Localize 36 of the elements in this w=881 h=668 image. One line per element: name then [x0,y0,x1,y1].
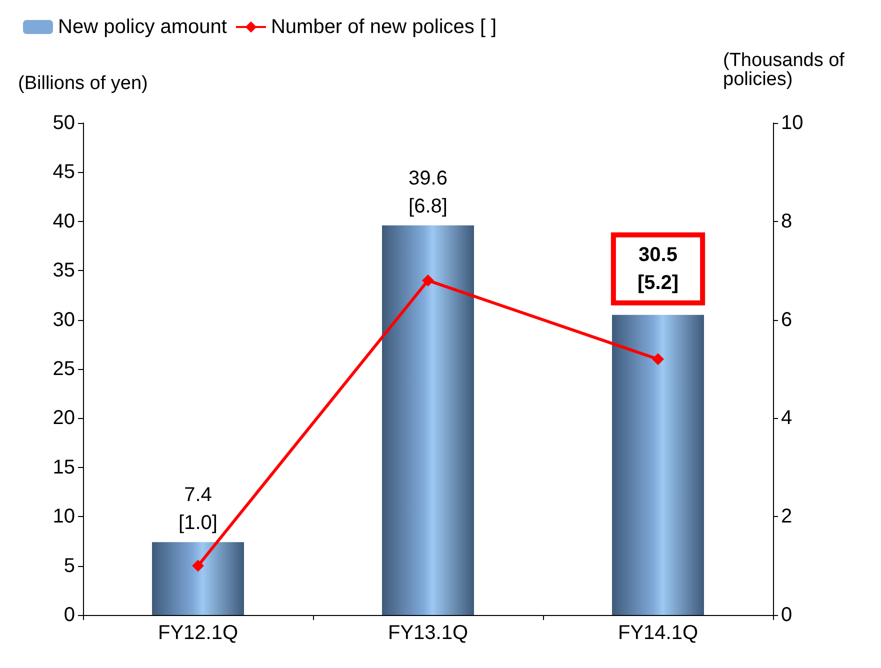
y2-tick-label: 8 [781,210,792,232]
x-tick-label: FY14.1Q [618,622,698,644]
data-label: [1.0] [178,512,218,534]
y-tick-label: 35 [52,260,75,282]
x-tick-label: FY13.1Q [388,622,468,644]
y-tick-label: 20 [52,407,75,430]
data-label: [5.2] [637,272,679,294]
y-tick-label: 50 [52,112,75,134]
bar [612,314,704,615]
y2-axis-title: (Thousands of policies) [723,50,846,90]
x-tick-label: FY12.1Q [158,622,238,644]
y2-tick-label: 2 [781,506,792,528]
y2-tick-label: 4 [781,407,792,430]
point [422,274,434,286]
y-tick-label: 0 [64,604,75,626]
y-axis-title: (Billions of yen) [18,73,148,94]
y-tick-label: 40 [52,210,75,232]
bar [152,542,244,615]
data-label: 7.4 [184,484,212,506]
y-tick-label: 25 [52,358,75,380]
y-tick-label: 5 [64,554,75,577]
legend-label: Number of new polices [ ] [270,16,497,38]
point [652,353,664,366]
y-tick-label: 10 [52,506,75,528]
y-tick-label: 30 [52,308,75,331]
data-label: 39.6 [408,167,448,190]
y2-tick-label: 0 [781,604,792,626]
y2-tick-label: 6 [781,308,792,331]
y-tick-label: 15 [52,456,75,478]
legend-label: New policy amount [58,16,228,38]
y-tick-label: 45 [52,161,75,184]
y2-tick-label: 10 [781,112,804,134]
point [192,560,204,572]
data-label: 30.5 [638,244,678,266]
data-label: [6.8] [408,195,448,218]
bar [382,225,474,615]
